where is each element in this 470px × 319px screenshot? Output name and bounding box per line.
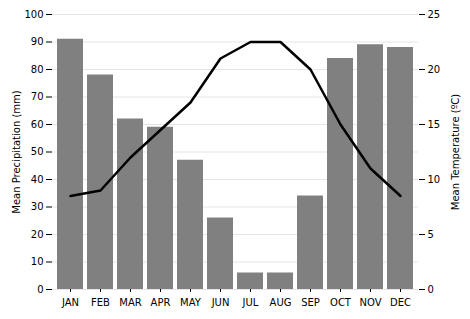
svg-text:FEB: FEB [91,297,110,308]
svg-text:90: 90 [31,36,44,47]
svg-text:MAR: MAR [119,297,141,308]
svg-text:80: 80 [31,64,44,75]
svg-text:DEC: DEC [390,297,411,308]
svg-text:AUG: AUG [270,297,292,308]
svg-text:20: 20 [31,229,44,240]
svg-text:NOV: NOV [359,297,381,308]
svg-text:OCT: OCT [330,297,352,308]
svg-text:JUN: JUN [211,297,230,308]
svg-text:APR: APR [151,297,171,308]
svg-text:MAY: MAY [180,297,202,308]
svg-text:50: 50 [31,146,44,157]
svg-text:10: 10 [428,174,441,185]
svg-text:25: 25 [428,9,441,20]
svg-text:SEP: SEP [301,297,320,308]
svg-text:15: 15 [428,119,441,130]
svg-text:Mean Precipitation (mm): Mean Precipitation (mm) [11,90,22,213]
svg-text:40: 40 [31,174,44,185]
svg-text:JUL: JUL [242,297,259,308]
svg-text:10: 10 [31,256,44,267]
svg-text:30: 30 [31,201,44,212]
svg-text:0: 0 [37,284,43,295]
svg-text:100: 100 [24,9,43,20]
svg-text:5: 5 [428,229,434,240]
svg-text:Mean Temperature (ºC): Mean Temperature (ºC) [450,94,461,211]
svg-text:0: 0 [428,284,434,295]
svg-text:JAN: JAN [61,297,79,308]
svg-text:60: 60 [31,119,44,130]
svg-text:70: 70 [31,91,44,102]
svg-text:20: 20 [428,64,441,75]
